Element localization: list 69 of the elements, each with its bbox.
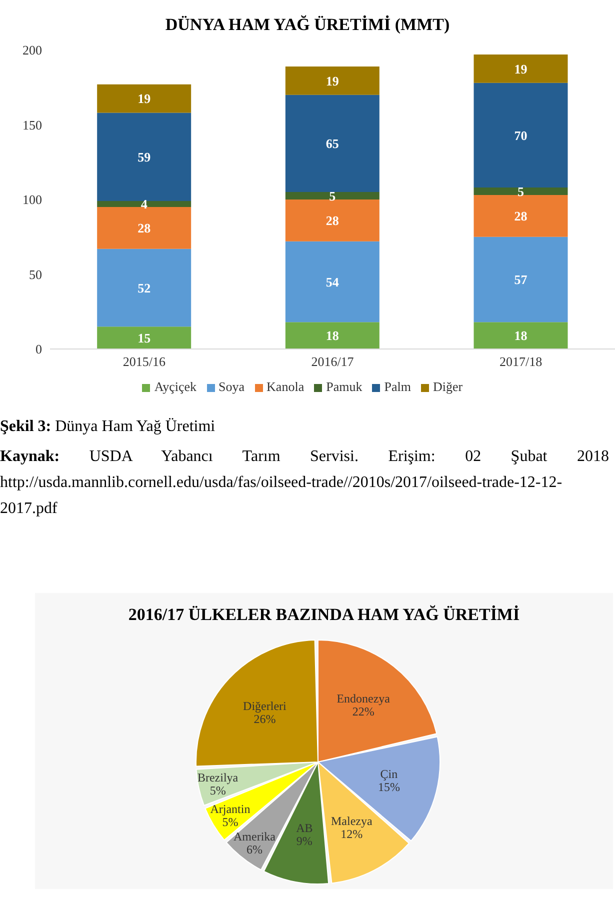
bar [97,112,192,201]
legend-label: Diğer [432,379,463,394]
slice-label: Arjantin [210,802,250,816]
data-label: 5 [329,188,336,204]
legend-label: Pamuk [326,379,362,394]
data-label: 26% [254,712,276,726]
data-label: 70 [514,128,528,143]
data-label: 19 [326,73,340,88]
data-label: 52 [138,280,151,296]
bar [97,206,192,249]
data-label: 15% [378,780,400,794]
data-label: 54 [326,274,340,290]
data-label: 19 [138,91,152,106]
data-label: 18 [326,328,340,344]
text: Kaynak: USDA Yabancı Tarım Servisi. Erişim: 02 Şubat 2018 http://usda.mannlib.cornell.edu/usda/fas/oilseed-trade//2010s/2017/oilseed-trade-12-12-2017.pdf [0,448,609,517]
slice-label: Amerika [234,829,276,844]
legend-label: Soya [218,379,245,394]
chart-title: DÜNYA HAM YAĞ ÜRETİMİ (MMT) [164,14,451,36]
data-label: 28 [138,220,152,236]
slice-label: Malezya [330,814,373,828]
data-label: 28 [514,208,528,224]
slice-label: Brezilya [198,770,239,785]
slice-label: Çin [380,766,398,781]
bar [97,84,192,113]
data-label: 18 [514,328,528,344]
bar [285,192,380,200]
bar [474,82,568,188]
x-tick-label: 2017/18 [500,354,542,370]
bar [285,94,380,192]
bar [474,236,568,322]
data-label: 65 [326,136,340,152]
data-label: 6% [246,842,263,856]
slice-label: AB [296,820,313,835]
bar [97,200,192,207]
bar [474,322,568,349]
data-label: 22% [352,704,374,719]
bar [474,195,568,237]
data-label: 5% [210,784,226,798]
x-tick-label: 2016/17 [311,354,354,370]
bar [474,54,568,83]
legend-label: Kanola [266,379,304,394]
y-tick-label: 100 [22,192,42,208]
data-label: 12% [340,827,363,842]
bar [474,188,568,196]
data-label: 57 [514,272,528,288]
y-tick-label: 0 [36,342,42,357]
data-label: 59 [138,150,152,165]
bar [97,326,192,349]
y-tick-label: 200 [22,42,42,58]
data-label: 9% [296,834,312,848]
data-label: 19 [514,61,528,76]
bar [97,248,192,327]
text: Şekil 3: Dünya Ham Yağ Üretimi [0,417,216,437]
legend-label: Ayçiçek [154,379,197,394]
y-tick-label: 150 [22,117,42,132]
slice-label: Diğerleri [243,698,288,713]
bar [285,200,380,242]
x-tick-label: 2015/16 [122,354,166,370]
bar [285,66,380,95]
legend-label: Palm [384,379,411,394]
data-label: 5% [222,814,238,829]
chart-title: 2016/17 ÜLKELER BAZINDA HAM YAĞ ÜRETİMİ [127,605,521,625]
slice-label: Endonezya [336,692,391,706]
data-label: 5 [518,184,524,199]
bar [285,241,380,322]
data-label: 28 [326,213,340,228]
bar [285,322,380,349]
data-label: 15 [138,330,152,346]
y-tick-label: 50 [29,266,42,282]
